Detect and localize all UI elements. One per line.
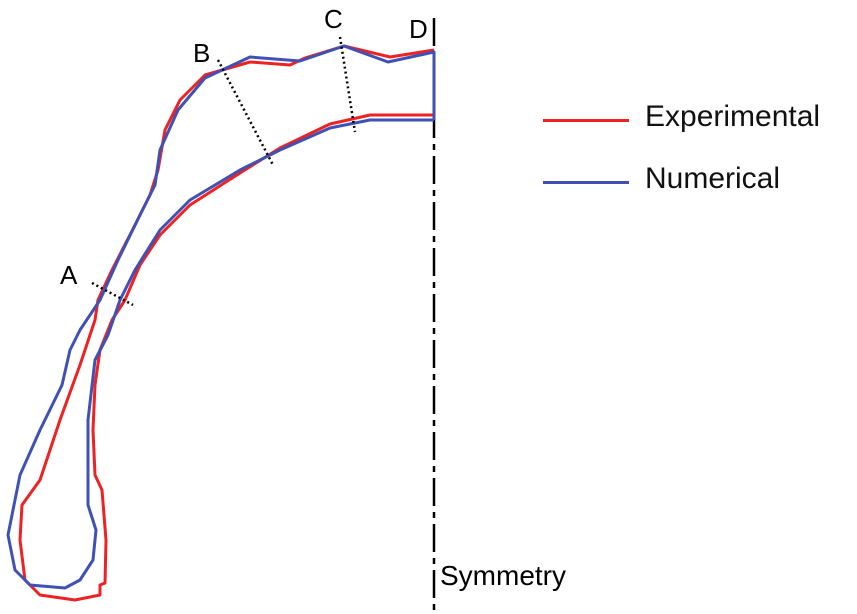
label-b: B xyxy=(193,38,211,68)
legend-swatch-experimental xyxy=(543,119,629,122)
experimental-profile xyxy=(18,44,435,602)
symmetry-label: Symmetry xyxy=(440,560,566,591)
label-d: D xyxy=(409,14,428,44)
label-a: A xyxy=(60,260,78,290)
section-line-c xyxy=(338,36,357,133)
section-line-b xyxy=(216,59,275,166)
legend-label-numerical: Numerical xyxy=(645,162,781,195)
legend-swatch-numerical xyxy=(543,181,629,184)
legend-label-experimental: Experimental xyxy=(645,100,821,133)
label-c: C xyxy=(324,4,343,34)
numerical-profile xyxy=(6,44,436,590)
